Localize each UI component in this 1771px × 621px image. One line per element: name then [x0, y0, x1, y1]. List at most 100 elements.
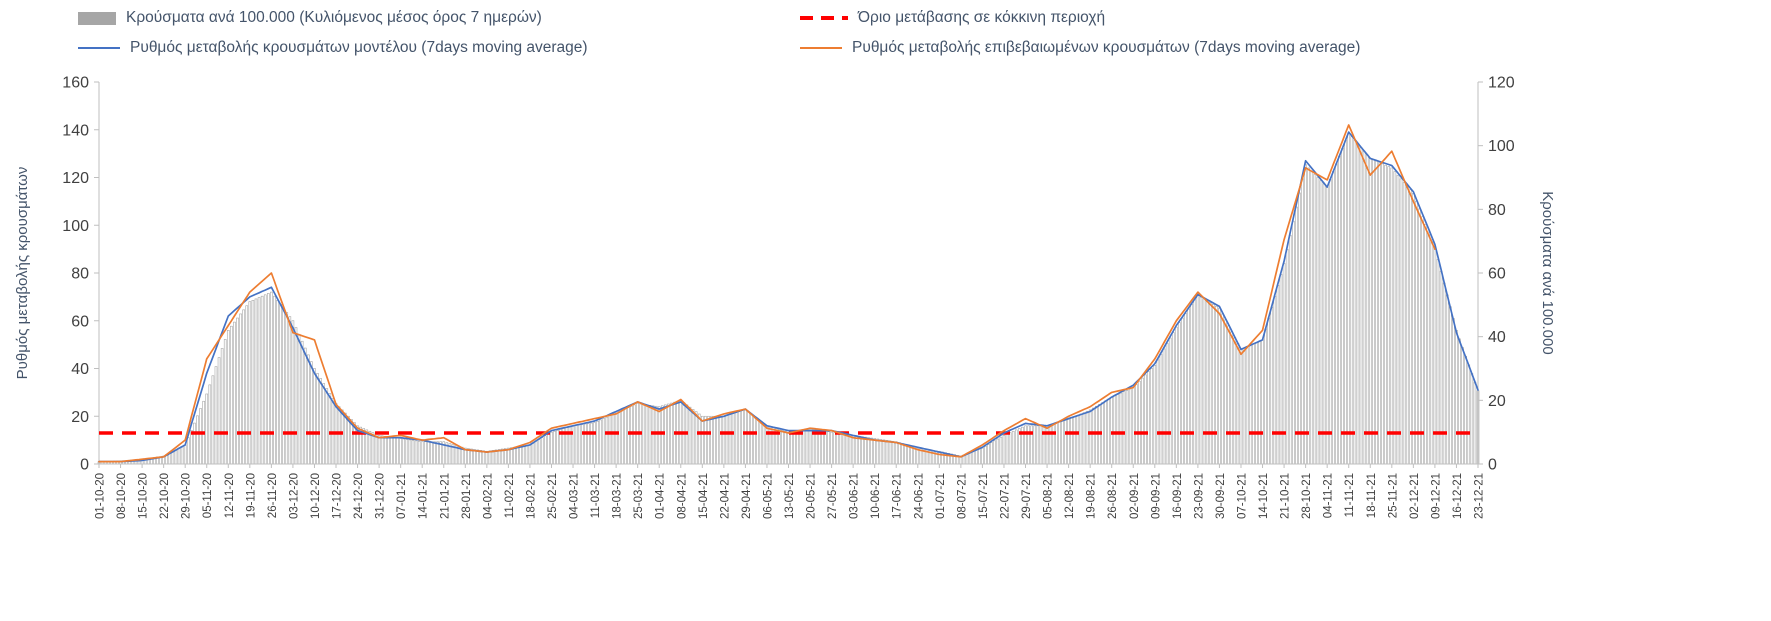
y-right-tick-label: 80 [1488, 202, 1506, 219]
x-tick-label: 03-12-20 [288, 473, 300, 519]
x-tick-label: 19-11-20 [245, 473, 257, 518]
left-axis-title: Ρυθμός μεταβολής κρουσμάτων [14, 166, 31, 380]
x-tick-label: 30-09-21 [1215, 473, 1227, 519]
y-axis-right: 0 20 40 60 80 100 120 [1478, 75, 1515, 474]
x-tick-label: 01-07-21 [935, 473, 947, 519]
x-tick-label: 16-09-21 [1172, 473, 1184, 519]
y-left-tick-label: 40 [71, 361, 89, 378]
x-tick-label: 03-06-21 [849, 473, 861, 519]
x-tick-label: 18-11-21 [1366, 473, 1378, 518]
x-tick-label: 12-08-21 [1064, 473, 1076, 519]
x-tick-label: 04-02-21 [482, 473, 494, 519]
x-tick-label: 22-07-21 [999, 473, 1011, 519]
x-tick-label: 29-04-21 [741, 473, 753, 519]
x-tick-label: 09-12-21 [1430, 473, 1442, 519]
legend-item-model-line: Ρυθμός μεταβολής κρουσμάτων μοντέλου (7d… [78, 38, 588, 58]
x-tick-label: 08-04-21 [676, 473, 688, 519]
x-tick-label: 18-03-21 [612, 473, 624, 519]
x-tick-label: 14-10-21 [1258, 473, 1270, 519]
x-tick-label: 23-09-21 [1193, 473, 1205, 519]
legend-label-cases-bars: Κρούσματα ανά 100.000 (Κυλιόμενος μέσος … [126, 9, 542, 26]
x-tick-label: 15-10-20 [138, 473, 150, 519]
x-tick-label: 04-03-21 [569, 473, 581, 519]
y-left-tick-label: 160 [62, 75, 89, 92]
x-tick-label: 21-10-21 [1280, 473, 1292, 519]
confirmed-line [98, 124, 1436, 463]
x-tick-label: 01-10-20 [95, 473, 107, 519]
x-tick-label: 01-04-21 [655, 473, 667, 519]
x-tick-label: 09-09-21 [1150, 473, 1162, 519]
x-tick-label: 17-12-20 [332, 473, 344, 519]
y-left-tick-label: 100 [62, 218, 89, 235]
x-tick-label: 23-12-21 [1474, 473, 1486, 519]
legend-item-threshold: Όριο μετάβασης σε κόκκινη περιοχή [800, 8, 1105, 28]
legend-item-cases-bars: Κρούσματα ανά 100.000 (Κυλιόμενος μέσος … [78, 8, 542, 28]
x-tick-label: 31-12-20 [375, 473, 387, 519]
x-tick-label: 13-05-21 [784, 473, 796, 519]
right-axis-title: Κρούσματα ανά 100.000 [1539, 191, 1556, 355]
bars-series [97, 132, 1480, 465]
x-tick-label: 11-03-21 [590, 473, 602, 518]
legend-item-confirmed-line: Ρυθμός μεταβολής επιβεβαιωμένων κρουσμάτ… [800, 38, 1360, 58]
x-tick-label: 10-12-20 [310, 473, 322, 519]
x-tick-label: 04-11-21 [1323, 473, 1335, 518]
x-tick-label: 15-04-21 [698, 473, 710, 519]
y-left-tick-label: 60 [71, 313, 89, 330]
x-tick-label: 29-07-21 [1021, 473, 1033, 519]
legend-label-confirmed: Ρυθμός μεταβολής επιβεβαιωμένων κρουσμάτ… [852, 39, 1361, 56]
x-tick-label: 05-08-21 [1043, 473, 1055, 519]
x-tick-label: 07-10-21 [1236, 473, 1248, 519]
x-tick-label: 15-07-21 [978, 473, 990, 519]
x-tick-label: 10-06-21 [870, 473, 882, 519]
x-tick-label: 17-06-21 [892, 473, 904, 519]
x-tick-label: 27-05-21 [827, 473, 839, 519]
y-right-tick-label: 0 [1488, 457, 1497, 474]
y-left-tick-label: 140 [62, 122, 89, 139]
x-axis: 01-10-20 08-10-20 15-10-20 22-10-20 29-10-20… [95, 464, 1486, 519]
y-right-tick-label: 120 [1488, 75, 1515, 92]
x-tick-label: 07-01-21 [396, 473, 408, 519]
x-tick-label: 28-01-21 [461, 473, 473, 519]
x-tick-label: 12-11-20 [224, 473, 236, 518]
y-left-tick-label: 0 [80, 457, 89, 474]
x-tick-label: 25-02-21 [547, 473, 559, 519]
x-tick-label: 29-10-20 [181, 473, 193, 519]
x-tick-label: 21-01-21 [439, 473, 451, 519]
x-tick-label: 06-05-21 [762, 473, 774, 519]
y-right-tick-label: 40 [1488, 329, 1506, 346]
x-tick-label: 05-11-20 [202, 473, 214, 518]
y-left-tick-label: 80 [71, 266, 89, 283]
y-right-tick-label: 60 [1488, 266, 1506, 283]
x-tick-label: 26-11-20 [267, 473, 279, 518]
bar-series-swatch [78, 11, 116, 25]
x-tick-label: 02-12-21 [1409, 473, 1421, 519]
threshold-dash-swatch [800, 16, 848, 20]
x-tick-label: 24-06-21 [913, 473, 925, 519]
x-tick-label: 11-02-21 [504, 473, 516, 518]
x-tick-label: 11-11-21 [1344, 473, 1356, 517]
x-tick-label: 14-01-21 [418, 473, 430, 519]
y-axis-left: 0 20 40 60 80 100 120 140 160 [62, 75, 99, 474]
legend-label-threshold: Όριο μετάβασης σε κόκκινη περιοχή [858, 9, 1106, 26]
confirmed-line-swatch [800, 47, 842, 49]
x-tick-label: 25-03-21 [633, 473, 645, 519]
y-right-tick-label: 100 [1488, 138, 1515, 155]
y-left-tick-label: 20 [71, 409, 89, 426]
x-tick-label: 26-08-21 [1107, 473, 1119, 519]
x-tick-label: 18-02-21 [525, 473, 537, 519]
legend-label-model: Ρυθμός μεταβολής κρουσμάτων μοντέλου (7d… [130, 39, 588, 56]
y-right-tick-label: 20 [1488, 393, 1506, 410]
x-tick-label: 28-10-21 [1301, 473, 1313, 519]
x-tick-label: 19-08-21 [1086, 473, 1098, 519]
x-tick-label: 08-10-20 [116, 473, 128, 519]
x-tick-label: 22-04-21 [719, 473, 731, 519]
x-tick-label: 02-09-21 [1129, 473, 1141, 519]
x-tick-label: 25-11-21 [1387, 473, 1399, 518]
x-tick-label: 08-07-21 [956, 473, 968, 519]
model-line-swatch [78, 47, 120, 49]
x-tick-label: 16-12-21 [1452, 473, 1464, 519]
x-tick-label: 22-10-20 [159, 473, 171, 519]
x-tick-label: 24-12-20 [353, 473, 365, 519]
